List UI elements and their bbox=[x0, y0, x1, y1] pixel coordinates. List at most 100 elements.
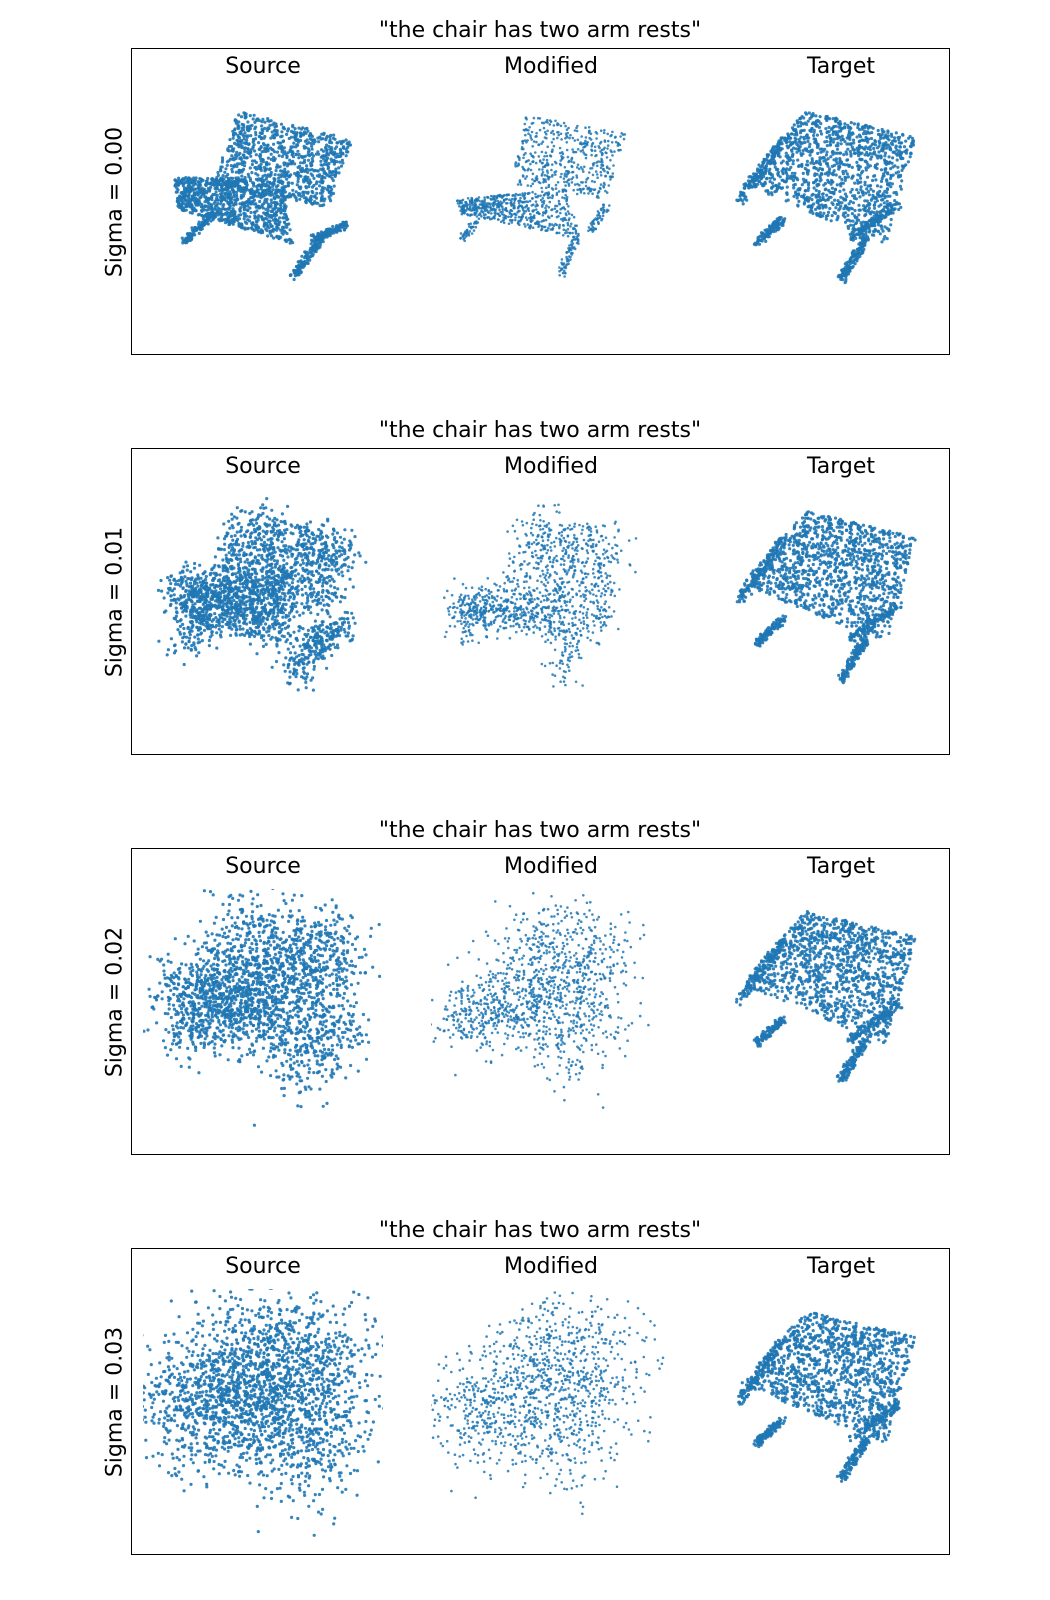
point bbox=[232, 194, 236, 199]
point bbox=[255, 204, 259, 208]
point bbox=[778, 146, 782, 150]
point bbox=[242, 147, 247, 151]
point bbox=[529, 134, 532, 137]
point bbox=[808, 153, 812, 157]
point bbox=[570, 157, 573, 161]
point bbox=[540, 142, 543, 145]
point bbox=[228, 138, 232, 142]
point bbox=[557, 131, 560, 134]
point bbox=[205, 204, 209, 208]
point bbox=[567, 184, 571, 187]
point bbox=[320, 132, 324, 136]
point bbox=[770, 186, 774, 190]
point bbox=[545, 204, 548, 207]
point bbox=[831, 117, 835, 121]
point bbox=[335, 230, 339, 234]
point bbox=[347, 140, 351, 144]
point bbox=[291, 145, 295, 149]
point bbox=[852, 229, 856, 234]
point bbox=[462, 204, 466, 207]
point bbox=[774, 184, 778, 188]
point bbox=[843, 140, 847, 144]
point bbox=[873, 224, 877, 228]
point bbox=[567, 126, 570, 130]
point bbox=[567, 182, 571, 185]
point bbox=[280, 144, 284, 148]
point bbox=[340, 158, 344, 162]
point bbox=[239, 141, 243, 146]
point bbox=[759, 177, 763, 181]
point bbox=[610, 133, 613, 137]
point bbox=[603, 139, 607, 142]
point bbox=[535, 177, 539, 180]
point bbox=[219, 169, 223, 173]
point bbox=[209, 206, 213, 210]
point bbox=[262, 165, 266, 170]
point bbox=[756, 182, 760, 186]
point bbox=[459, 236, 462, 240]
point bbox=[238, 156, 242, 161]
point bbox=[188, 202, 192, 206]
point bbox=[596, 216, 600, 220]
point bbox=[897, 207, 901, 212]
point bbox=[595, 161, 599, 164]
point bbox=[286, 217, 290, 221]
point bbox=[325, 134, 329, 138]
point bbox=[600, 208, 603, 212]
point bbox=[492, 204, 495, 208]
point bbox=[826, 173, 830, 177]
point bbox=[880, 177, 884, 181]
point bbox=[248, 166, 252, 170]
point bbox=[795, 196, 799, 200]
point bbox=[872, 229, 876, 234]
point bbox=[328, 169, 332, 173]
point bbox=[283, 216, 287, 220]
point bbox=[249, 210, 253, 215]
point bbox=[834, 119, 838, 123]
point bbox=[876, 214, 880, 218]
point bbox=[220, 190, 224, 194]
point bbox=[265, 223, 269, 227]
point bbox=[794, 190, 798, 194]
point bbox=[866, 146, 870, 151]
point bbox=[237, 120, 241, 124]
point bbox=[783, 138, 787, 143]
point bbox=[190, 195, 194, 199]
point bbox=[261, 188, 265, 193]
point bbox=[501, 210, 504, 213]
point bbox=[828, 136, 832, 140]
point bbox=[476, 221, 480, 224]
point bbox=[216, 213, 220, 217]
point bbox=[836, 141, 840, 145]
point bbox=[811, 192, 815, 196]
point bbox=[237, 217, 242, 221]
point bbox=[233, 198, 237, 202]
point bbox=[818, 156, 822, 160]
point bbox=[850, 165, 854, 169]
point bbox=[205, 218, 209, 223]
point bbox=[248, 124, 252, 128]
point bbox=[546, 163, 549, 167]
point bbox=[603, 169, 606, 173]
point bbox=[464, 200, 467, 204]
point bbox=[887, 227, 891, 231]
point bbox=[288, 273, 293, 277]
point bbox=[868, 202, 872, 206]
point bbox=[846, 175, 850, 179]
point bbox=[888, 209, 892, 213]
point bbox=[335, 152, 339, 156]
point bbox=[551, 228, 554, 231]
point bbox=[251, 140, 255, 144]
point bbox=[871, 178, 875, 183]
point bbox=[866, 165, 870, 169]
point bbox=[506, 202, 509, 205]
point bbox=[317, 174, 321, 179]
point bbox=[819, 162, 823, 167]
point bbox=[458, 199, 462, 203]
point bbox=[592, 227, 596, 230]
point bbox=[175, 186, 179, 190]
point bbox=[300, 254, 304, 258]
point bbox=[237, 113, 241, 117]
point bbox=[308, 137, 312, 141]
point bbox=[804, 189, 808, 193]
